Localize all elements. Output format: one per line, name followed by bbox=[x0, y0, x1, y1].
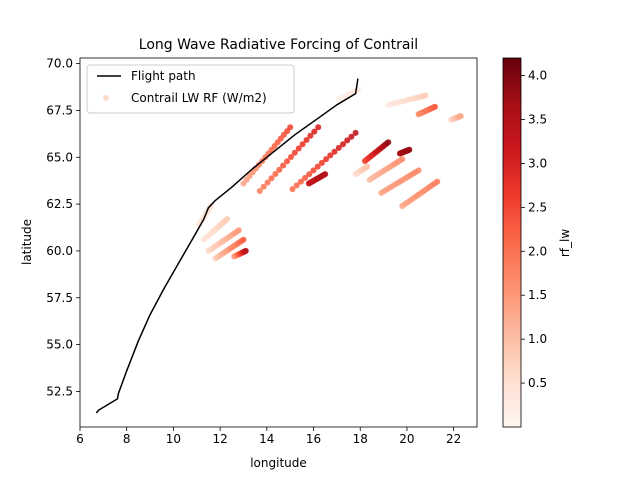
colorbar bbox=[502, 57, 522, 428]
contrail-point bbox=[306, 171, 313, 178]
contrail-point bbox=[280, 162, 287, 169]
x-tick-label: 10 bbox=[166, 432, 181, 446]
y-tick-label: 55.0 bbox=[46, 338, 73, 352]
y-axis-label: latitude bbox=[20, 219, 34, 265]
contrail-point bbox=[327, 152, 334, 159]
contrail-point bbox=[289, 186, 296, 193]
contrail-point bbox=[406, 146, 413, 153]
contrail-point bbox=[415, 167, 422, 174]
contrail-point bbox=[385, 139, 392, 146]
y-tick-label: 57.5 bbox=[46, 291, 73, 305]
legend-flight-path-label: Flight path bbox=[131, 69, 196, 83]
contrail-point bbox=[293, 182, 300, 189]
flight-path-line bbox=[95, 78, 359, 414]
contrail-point bbox=[335, 144, 342, 151]
contrail-point bbox=[314, 163, 321, 170]
x-tick-label: 20 bbox=[399, 432, 414, 446]
contrail-point bbox=[240, 236, 247, 243]
x-tick-label: 22 bbox=[446, 432, 461, 446]
contrail-point bbox=[256, 188, 263, 194]
colorbar-tick-label: 3.5 bbox=[528, 113, 547, 127]
contrail-point bbox=[422, 92, 429, 99]
contrail-point bbox=[272, 171, 279, 177]
contrail-point bbox=[235, 227, 242, 234]
contrail-point bbox=[364, 163, 371, 170]
contrail-point bbox=[352, 129, 359, 136]
x-tick-label: 18 bbox=[353, 432, 368, 446]
contrail-point bbox=[311, 128, 318, 135]
contrail-point bbox=[287, 124, 294, 131]
colorbar-tick-label: 1.5 bbox=[528, 288, 547, 302]
contrail-point bbox=[268, 175, 275, 182]
colorbar-label: rf_lw bbox=[558, 229, 572, 257]
x-tick-label: 14 bbox=[259, 432, 274, 446]
chart-title: Long Wave Radiative Forcing of Contrail bbox=[139, 37, 418, 53]
contrail-point bbox=[288, 154, 294, 160]
contrail-point bbox=[307, 132, 314, 139]
y-tick-label: 62.5 bbox=[46, 197, 73, 211]
y-tick-label: 65.0 bbox=[46, 150, 73, 164]
contrail-point bbox=[318, 159, 325, 166]
contrail-point bbox=[284, 158, 291, 165]
x-axis-label: longitude bbox=[250, 456, 307, 470]
contrail-point bbox=[340, 141, 346, 148]
contrail-point bbox=[322, 171, 329, 178]
y-tick-label: 70.0 bbox=[46, 57, 73, 71]
legend-frame bbox=[86, 64, 295, 114]
contrail-point bbox=[260, 183, 267, 190]
colorbar-tick-label: 2.0 bbox=[528, 244, 547, 258]
x-tick-label: 8 bbox=[123, 432, 131, 446]
legend: Flight path Contrail LW RF (W/m2) bbox=[86, 64, 295, 114]
y-tick-label: 60.0 bbox=[46, 244, 73, 258]
contrail-point bbox=[331, 148, 338, 155]
contrail-point bbox=[344, 137, 351, 144]
contrail-point bbox=[242, 247, 249, 254]
contrail-point bbox=[276, 166, 283, 173]
x-tick-label: 6 bbox=[76, 432, 84, 446]
contrail-point bbox=[315, 124, 322, 131]
legend-contrail-swatch bbox=[103, 95, 109, 101]
contrail-point bbox=[323, 156, 330, 163]
contrail-point bbox=[264, 179, 271, 186]
colorbar-tick-label: 2.5 bbox=[528, 200, 547, 214]
contrail-point bbox=[303, 137, 310, 143]
y-axis-ticks: 52.5 55.0 57.5 60.0 62.5 65.0 67.5 70.0 bbox=[46, 57, 80, 398]
contrail-point bbox=[299, 141, 306, 148]
x-axis-ticks: 6 8 10 12 14 16 18 20 22 bbox=[76, 427, 461, 446]
y-tick-label: 67.5 bbox=[46, 103, 73, 117]
contrail-point bbox=[399, 156, 406, 163]
flight-path-layer bbox=[95, 78, 359, 414]
contrail-point bbox=[310, 167, 317, 174]
legend-contrail-label: Contrail LW RF (W/m2) bbox=[131, 91, 267, 105]
contrail-point bbox=[224, 216, 231, 223]
contrail-point bbox=[302, 174, 309, 181]
plot-frame bbox=[79, 57, 478, 428]
contrail-point bbox=[297, 178, 304, 185]
y-tick-label: 52.5 bbox=[46, 384, 73, 398]
contrail-point bbox=[348, 133, 355, 140]
colorbar-tick-label: 0.5 bbox=[528, 376, 547, 390]
colorbar-ticks: 0.5 1.0 1.5 2.0 2.5 3.0 3.5 4.0 bbox=[521, 69, 547, 390]
contrail-point bbox=[457, 113, 464, 120]
contrail-point bbox=[295, 145, 302, 152]
contrail-point bbox=[291, 149, 298, 156]
contrail-point bbox=[434, 178, 441, 185]
x-tick-label: 16 bbox=[306, 432, 321, 446]
x-tick-label: 12 bbox=[212, 432, 227, 446]
colorbar-tick-label: 1.0 bbox=[528, 332, 547, 346]
colorbar-tick-label: 4.0 bbox=[528, 69, 547, 83]
colorbar-tick-label: 3.0 bbox=[528, 156, 547, 170]
contrail-point bbox=[432, 103, 438, 110]
